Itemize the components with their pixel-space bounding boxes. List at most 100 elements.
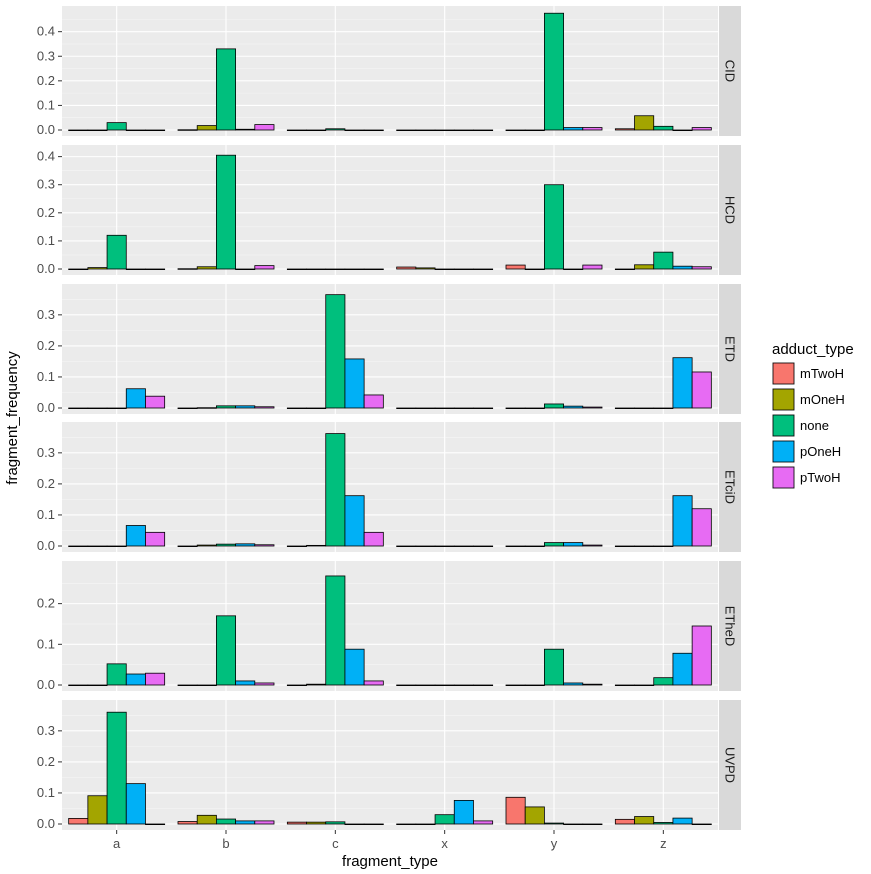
bar-none-x bbox=[434, 407, 455, 410]
bar-none-z bbox=[653, 545, 674, 548]
bar-pTwoH-a bbox=[145, 672, 166, 686]
bar-mOneH-c bbox=[306, 129, 327, 132]
panel-background bbox=[62, 284, 718, 414]
bar-pTwoH-c bbox=[363, 823, 384, 826]
bar-pOneH-b bbox=[235, 680, 256, 686]
bar-pTwoH-x bbox=[473, 684, 494, 687]
y-tick-label: 0.2 bbox=[37, 476, 55, 491]
bar-pTwoH-y bbox=[582, 406, 603, 409]
bar-mOneH-a bbox=[87, 129, 108, 132]
x-axis-title: fragment_type bbox=[342, 853, 438, 870]
bar-none-b bbox=[215, 405, 236, 409]
y-tick-label: 0.0 bbox=[37, 261, 55, 276]
legend-swatch-pOneH bbox=[772, 440, 795, 463]
bar-pTwoH-z bbox=[691, 127, 712, 131]
bar-pTwoH-c bbox=[363, 680, 384, 686]
bar-mTwoH-a bbox=[68, 818, 89, 825]
bar-none-z bbox=[653, 822, 674, 825]
bar-mTwoH-y bbox=[505, 684, 526, 687]
bar-pTwoH-z bbox=[691, 625, 712, 686]
bar-mOneH-y bbox=[524, 129, 545, 132]
bar-pTwoH-x bbox=[473, 407, 494, 410]
bar-pTwoH-c bbox=[363, 129, 384, 132]
y-tick-label: 0.4 bbox=[37, 24, 55, 39]
bar-pOneH-a bbox=[125, 129, 146, 132]
y-tick-label: 0.3 bbox=[37, 723, 55, 738]
legend-swatch-mOneH bbox=[772, 388, 795, 411]
bar-mOneH-a bbox=[87, 795, 108, 825]
bar-none-z bbox=[653, 677, 674, 686]
bar-none-b bbox=[215, 48, 236, 131]
bar-none-a bbox=[106, 234, 127, 270]
bar-pOneH-a bbox=[125, 525, 146, 547]
bar-mOneH-y bbox=[524, 545, 545, 548]
bar-mOneH-z bbox=[634, 115, 655, 131]
bar-mOneH-z bbox=[634, 684, 655, 687]
y-tick-label: 0.1 bbox=[37, 369, 55, 384]
bar-mTwoH-b bbox=[177, 684, 198, 687]
bar-pOneH-x bbox=[453, 545, 474, 548]
bar-pTwoH-c bbox=[363, 268, 384, 271]
bar-mOneH-x bbox=[415, 407, 436, 410]
facet-strip bbox=[719, 561, 741, 691]
y-tick-label: 0.0 bbox=[37, 816, 55, 831]
bar-mTwoH-x bbox=[396, 823, 417, 826]
bar-pOneH-b bbox=[235, 268, 256, 271]
bar-mOneH-z bbox=[634, 816, 655, 825]
bar-pOneH-a bbox=[125, 268, 146, 271]
bar-none-c bbox=[325, 821, 346, 825]
bar-pTwoH-a bbox=[145, 531, 166, 547]
bar-pOneH-a bbox=[125, 673, 146, 686]
y-tick-label: 0.2 bbox=[37, 73, 55, 88]
bar-pTwoH-b bbox=[254, 544, 275, 547]
bar-none-b bbox=[215, 615, 236, 686]
y-tick-label: 0.1 bbox=[37, 97, 55, 112]
bar-none-a bbox=[106, 545, 127, 548]
y-tick-label: 0.1 bbox=[37, 233, 55, 248]
x-tick-label: a bbox=[113, 836, 121, 851]
bar-none-z bbox=[653, 125, 674, 131]
bar-none-b bbox=[215, 543, 236, 547]
bar-mOneH-x bbox=[415, 129, 436, 132]
y-tick-label: 0.2 bbox=[37, 338, 55, 353]
bar-none-y bbox=[544, 12, 565, 131]
bar-mOneH-a bbox=[87, 545, 108, 548]
bar-mTwoH-c bbox=[286, 545, 307, 548]
panel-background bbox=[62, 700, 718, 830]
bar-mTwoH-b bbox=[177, 129, 198, 131]
bar-none-c bbox=[325, 433, 346, 547]
bar-mTwoH-x bbox=[396, 129, 417, 132]
bar-mTwoH-c bbox=[286, 821, 307, 825]
y-tick-label: 0.2 bbox=[37, 754, 55, 769]
bar-pTwoH-a bbox=[145, 823, 166, 826]
bar-pOneH-x bbox=[453, 268, 474, 271]
legend-swatch-none bbox=[772, 414, 795, 437]
bar-pOneH-y bbox=[563, 127, 584, 131]
panel-background bbox=[62, 561, 718, 691]
facet-label: UVPD bbox=[723, 747, 738, 783]
bar-mOneH-y bbox=[524, 407, 545, 410]
bar-pOneH-y bbox=[563, 823, 584, 826]
bar-none-y bbox=[544, 184, 565, 270]
bar-pTwoH-c bbox=[363, 531, 384, 547]
legend-label: none bbox=[800, 418, 829, 433]
bar-mOneH-z bbox=[634, 545, 655, 548]
bar-none-y bbox=[544, 403, 565, 409]
bar-mOneH-x bbox=[415, 545, 436, 548]
panel-background bbox=[62, 145, 718, 275]
bar-mOneH-b bbox=[196, 684, 217, 687]
y-tick-label: 0.0 bbox=[37, 538, 55, 553]
bar-none-a bbox=[106, 407, 127, 410]
bar-mTwoH-b bbox=[177, 268, 198, 270]
bar-mOneH-y bbox=[524, 806, 545, 825]
bar-mTwoH-a bbox=[68, 684, 89, 687]
bar-pTwoH-z bbox=[691, 371, 712, 409]
y-tick-label: 0.0 bbox=[37, 400, 55, 415]
bar-pOneH-z bbox=[672, 652, 693, 686]
bar-none-c bbox=[325, 294, 346, 409]
legend-swatch-mTwoH bbox=[772, 362, 795, 385]
bar-mTwoH-y bbox=[505, 264, 526, 270]
bar-pTwoH-x bbox=[473, 820, 494, 825]
x-tick-label: z bbox=[660, 836, 667, 851]
